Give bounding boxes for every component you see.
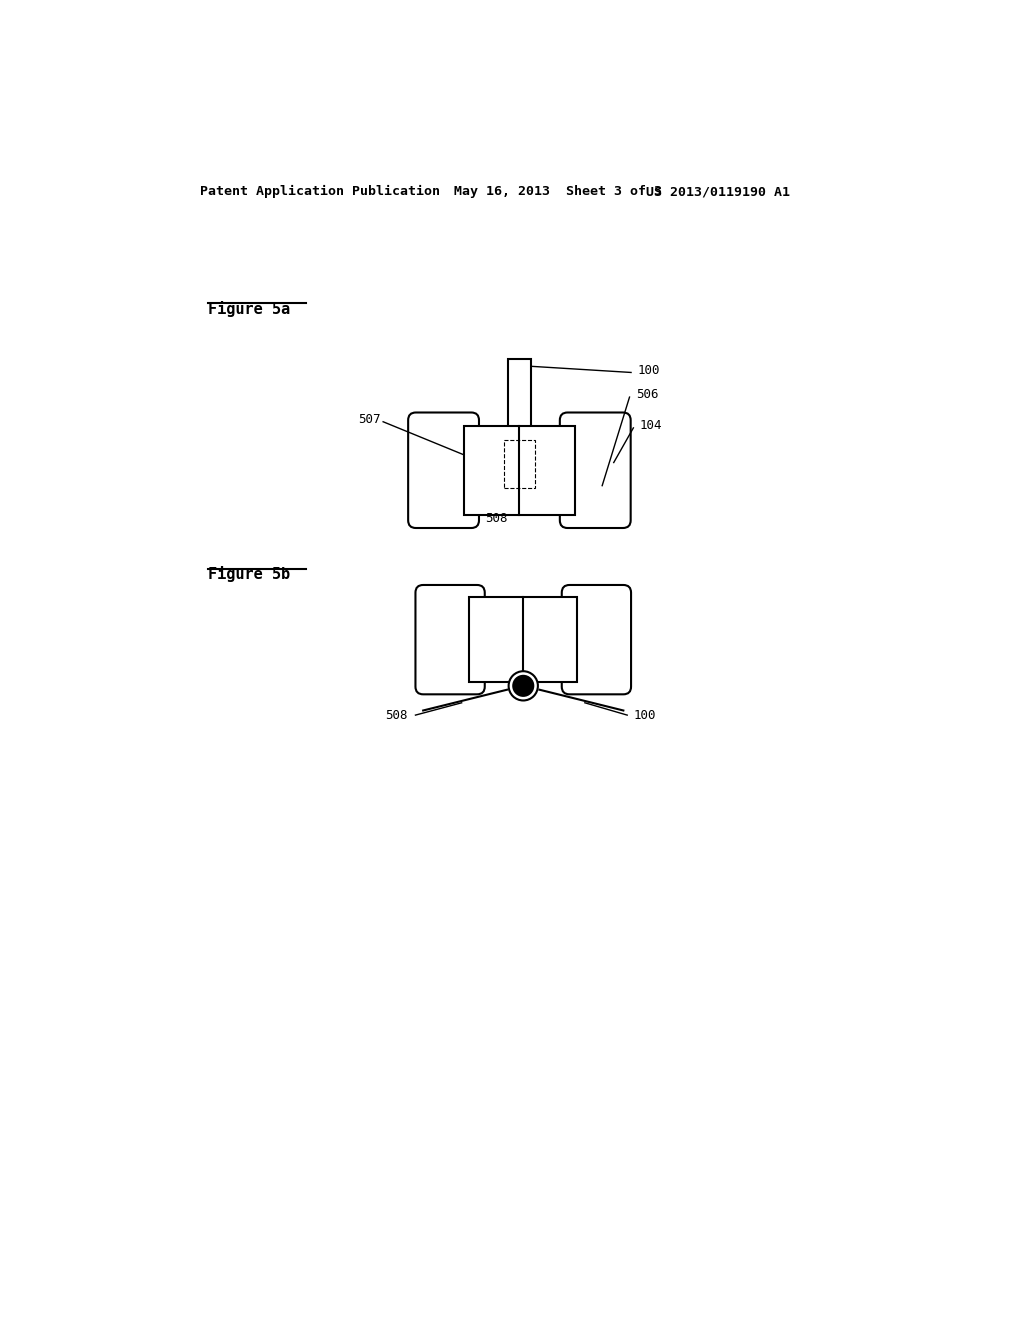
Text: Patent Application Publication: Patent Application Publication: [200, 185, 440, 198]
Bar: [469, 597, 578, 682]
Text: 507: 507: [358, 413, 381, 426]
Circle shape: [509, 672, 538, 701]
Text: 508: 508: [385, 709, 408, 722]
Bar: [504, 441, 535, 488]
Text: May 16, 2013  Sheet 3 of 3: May 16, 2013 Sheet 3 of 3: [454, 185, 662, 198]
Text: 508: 508: [485, 512, 508, 525]
FancyBboxPatch shape: [560, 412, 631, 528]
Text: Figure 5a: Figure 5a: [208, 301, 290, 317]
Bar: [508, 359, 531, 428]
Text: 104: 104: [640, 418, 663, 432]
Text: US 2013/0119190 A1: US 2013/0119190 A1: [646, 185, 791, 198]
Text: Figure 5b: Figure 5b: [208, 566, 290, 582]
FancyBboxPatch shape: [562, 585, 631, 694]
FancyBboxPatch shape: [409, 412, 479, 528]
Text: 100: 100: [634, 709, 655, 722]
FancyBboxPatch shape: [416, 585, 484, 694]
Text: 100: 100: [637, 363, 659, 376]
Circle shape: [513, 676, 534, 696]
Text: 506: 506: [636, 388, 658, 401]
Bar: [464, 426, 575, 515]
